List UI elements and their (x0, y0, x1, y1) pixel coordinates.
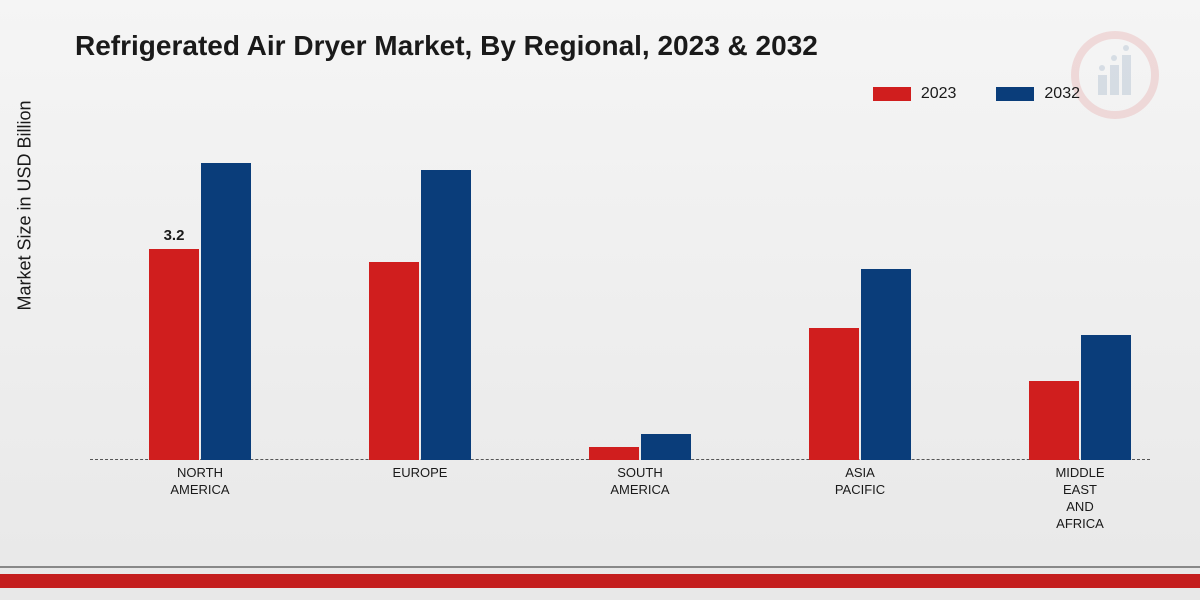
x-axis-category-label: NORTHAMERICA (140, 465, 260, 499)
legend-swatch-2032 (996, 87, 1034, 101)
bar-2032 (641, 434, 691, 460)
bar-value-label: 3.2 (164, 227, 185, 244)
legend-item-2032: 2032 (996, 85, 1080, 103)
x-axis-category-label: SOUTHAMERICA (580, 465, 700, 499)
chart-plot-area: 3.2 (90, 130, 1150, 460)
legend-label-2032: 2032 (1044, 85, 1080, 103)
x-axis-category-label: ASIAPACIFIC (800, 465, 920, 499)
bar-group (369, 170, 471, 460)
bar-2032 (421, 170, 471, 460)
x-axis-category-label: MIDDLEEASTANDAFRICA (1020, 465, 1140, 533)
watermark-logo (1070, 30, 1160, 125)
bar-2032 (1081, 335, 1131, 460)
bar-2023: 3.2 (149, 249, 199, 460)
legend: 2023 2032 (873, 85, 1080, 103)
y-axis-label: Market Size in USD Billion (15, 100, 36, 310)
bar-2023 (589, 447, 639, 460)
legend-swatch-2023 (873, 87, 911, 101)
x-axis-category-label: EUROPE (360, 465, 480, 482)
bar-group (589, 434, 691, 460)
legend-label-2023: 2023 (921, 85, 957, 103)
chart-title: Refrigerated Air Dryer Market, By Region… (75, 30, 818, 62)
x-axis-labels: NORTHAMERICA EUROPE SOUTHAMERICA ASIAPACIFI… (90, 465, 1150, 545)
bar-2023 (1029, 381, 1079, 460)
bar-2023 (809, 328, 859, 460)
bar-2032 (201, 163, 251, 460)
bar-group (809, 269, 911, 460)
legend-item-2023: 2023 (873, 85, 957, 103)
bar-group (1029, 335, 1131, 460)
bar-group: 3.2 (149, 163, 251, 460)
bar-2023 (369, 262, 419, 460)
footer-bar (0, 574, 1200, 588)
footer-line (0, 566, 1200, 568)
bar-2032 (861, 269, 911, 460)
